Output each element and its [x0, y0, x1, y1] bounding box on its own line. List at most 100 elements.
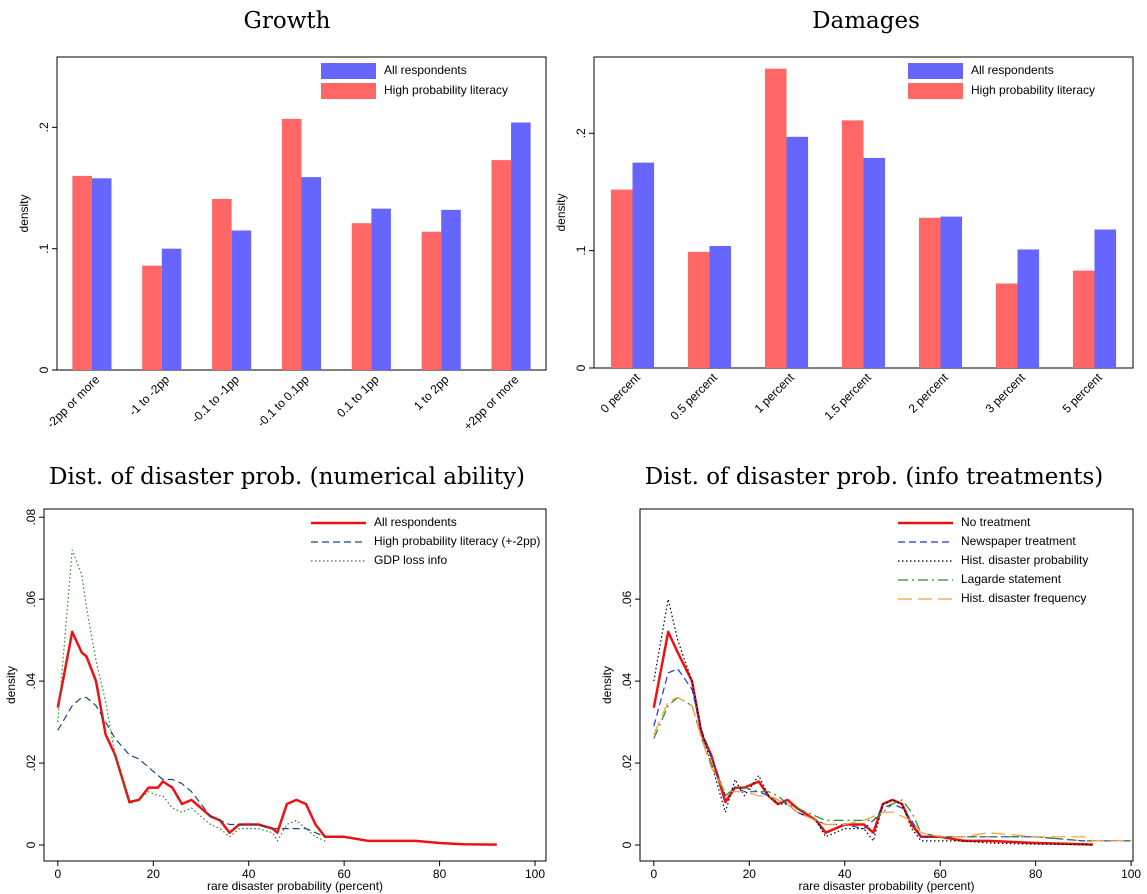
bar	[632, 162, 655, 368]
y-axis-label: density	[17, 194, 31, 232]
x-axis-label: rare disaster probability (percent)	[798, 879, 974, 893]
legend-label: High probability literacy (+-2pp)	[374, 534, 540, 548]
y-tick-label: .2	[574, 128, 588, 138]
legend-label: No treatment	[961, 515, 1031, 529]
x-tick-label: 2 percent	[906, 370, 952, 416]
bar	[511, 122, 531, 370]
bar	[709, 245, 732, 368]
x-tick-label: 20	[743, 867, 757, 881]
y-tick-label: .06	[620, 590, 634, 607]
legend-label: GDP loss info	[374, 553, 447, 567]
x-tick-label: 100	[525, 867, 545, 881]
line-series	[652, 630, 1093, 846]
bar	[1017, 249, 1040, 368]
line-series	[653, 696, 1132, 842]
bar	[863, 157, 886, 368]
line-series	[653, 668, 1132, 842]
y-tick-label: 0	[620, 841, 634, 848]
bar	[918, 217, 941, 368]
x-tick-label: 80	[433, 867, 447, 881]
x-tick-label: 0.1 to 1pp	[334, 372, 382, 420]
chart-title: Dist. of disaster prob. (numerical abili…	[49, 464, 525, 490]
bar	[687, 251, 710, 368]
legend-label: Hist. disaster frequency	[961, 591, 1086, 605]
chart-title: Dist. of disaster prob. (info treatments…	[645, 464, 1103, 490]
bar	[371, 208, 391, 370]
bar	[91, 178, 112, 370]
bar	[281, 118, 302, 370]
y-tick-label: .04	[24, 672, 38, 689]
y-tick-label: .2	[37, 122, 51, 132]
y-tick-label: .1	[37, 243, 51, 253]
bar	[491, 160, 512, 370]
bar	[231, 230, 252, 370]
x-tick-label: 0 percent	[598, 370, 644, 416]
x-tick-label: 100	[1121, 867, 1141, 881]
bar	[212, 198, 232, 370]
legend-swatch	[321, 63, 376, 79]
line-series	[653, 598, 1093, 846]
bar	[995, 283, 1018, 368]
legend-label: High probability literacy	[971, 83, 1095, 97]
x-tick-label: 40	[838, 867, 852, 881]
bar	[1072, 270, 1095, 368]
x-tick-label: 60	[337, 867, 351, 881]
x-axis-label: rare disaster probability (percent)	[207, 879, 383, 893]
legend-label: High probability literacy	[384, 83, 508, 97]
legend-label: All respondents	[971, 63, 1054, 77]
plot-frame	[639, 508, 1134, 862]
y-axis-label: density	[600, 666, 614, 704]
x-tick-label: 80	[1029, 867, 1043, 881]
x-tick-label: -0.1 to 0.1pp	[254, 372, 312, 430]
x-tick-label: 40	[242, 867, 256, 881]
bar	[940, 216, 963, 368]
x-tick-label: 60	[934, 867, 948, 881]
bar	[351, 223, 372, 370]
x-tick-label: -2pp or more	[44, 372, 103, 431]
bar	[441, 209, 461, 370]
x-tick-label: +2pp or more	[461, 372, 522, 433]
y-tick-label: 0	[574, 364, 588, 371]
bar	[610, 189, 633, 368]
bar	[72, 175, 92, 370]
y-tick-label: .02	[620, 754, 634, 771]
bar	[1094, 229, 1117, 368]
bar	[301, 177, 322, 370]
x-tick-label: 1 to 2pp	[411, 372, 452, 413]
bar	[142, 265, 162, 370]
bar	[764, 68, 787, 369]
y-axis-label: density	[4, 666, 18, 704]
x-tick-label: 1.5 percent	[822, 370, 875, 423]
x-tick-label: 20	[147, 867, 161, 881]
line-series	[653, 696, 1132, 842]
legend-label: All respondents	[384, 63, 467, 77]
chart-title: Growth	[244, 8, 331, 34]
y-tick-label: 0	[24, 841, 38, 848]
x-tick-label: -0.1 to -1pp	[189, 372, 243, 426]
bar	[786, 136, 809, 368]
legend-swatch	[908, 83, 963, 99]
y-tick-label: 0	[37, 366, 51, 373]
bar	[841, 120, 864, 368]
x-tick-label: 0.5 percent	[668, 370, 721, 423]
y-axis-label: density	[554, 193, 568, 231]
chart-title: Damages	[812, 8, 920, 34]
x-tick-label: 1 percent	[752, 370, 798, 416]
legend-label: Newspaper treatment	[961, 534, 1076, 548]
legend-swatch	[908, 63, 963, 79]
y-tick-label: .08	[24, 509, 38, 526]
y-tick-label: .1	[574, 245, 588, 255]
plot-frame	[43, 508, 547, 862]
legend-label: All respondents	[374, 515, 457, 529]
x-tick-label: 5 percent	[1060, 370, 1106, 416]
y-tick-label: .04	[620, 672, 634, 689]
y-tick-label: .02	[24, 754, 38, 771]
line-series	[57, 696, 326, 838]
line-series	[56, 630, 497, 846]
y-tick-label: .06	[24, 590, 38, 607]
x-tick-label: 0	[54, 867, 61, 881]
bar	[421, 231, 442, 370]
legend-label: Hist. disaster probability	[961, 553, 1088, 567]
x-tick-label: -1 to -2pp	[126, 372, 172, 418]
